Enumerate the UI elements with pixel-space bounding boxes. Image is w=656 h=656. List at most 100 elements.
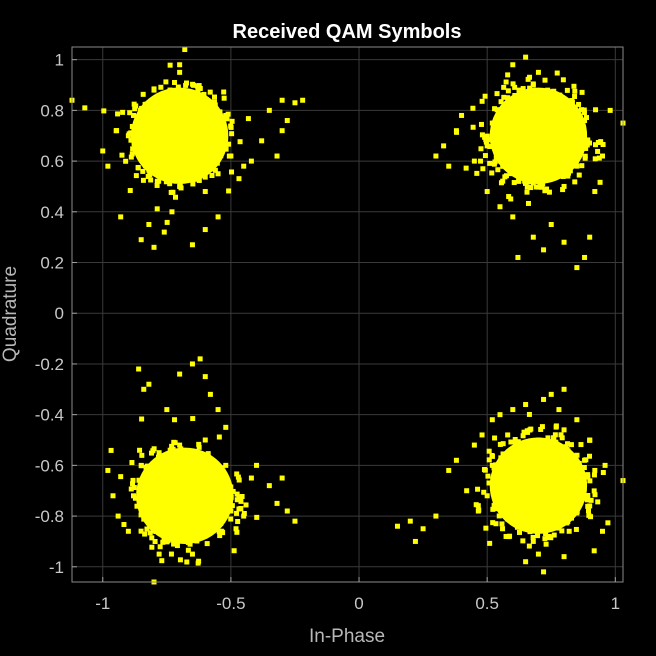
- data-point: [558, 509, 564, 515]
- data-point: [532, 474, 538, 480]
- data-point: [523, 471, 529, 477]
- data-point: [172, 482, 178, 488]
- data-point: [459, 112, 465, 118]
- data-point: [561, 469, 567, 475]
- data-point: [540, 130, 546, 136]
- data-point: [188, 494, 194, 500]
- data-point: [156, 137, 162, 143]
- data-point: [515, 505, 521, 511]
- data-point: [235, 518, 241, 524]
- y-tick-label: 0.2: [40, 254, 64, 273]
- data-point: [524, 480, 530, 486]
- data-point: [543, 450, 549, 456]
- data-point: [553, 423, 559, 429]
- data-point: [548, 96, 554, 102]
- data-point: [164, 498, 170, 504]
- data-point: [556, 92, 562, 98]
- data-point: [516, 178, 522, 184]
- data-point: [279, 97, 285, 103]
- data-point: [164, 489, 170, 495]
- data-point: [158, 84, 164, 90]
- data-point: [204, 517, 210, 523]
- data-point: [562, 125, 568, 131]
- data-point: [560, 97, 566, 103]
- data-point: [522, 489, 528, 495]
- data-point: [522, 92, 528, 98]
- data-point: [189, 242, 195, 248]
- data-point: [164, 147, 170, 153]
- data-point: [569, 140, 575, 146]
- data-point: [528, 185, 534, 191]
- data-point: [292, 518, 298, 524]
- data-point: [538, 426, 544, 432]
- data-point: [497, 136, 503, 142]
- data-point: [190, 130, 196, 136]
- data-point: [523, 402, 529, 408]
- data-point: [200, 522, 206, 528]
- data-point: [166, 463, 172, 469]
- data-point: [202, 374, 208, 380]
- data-point: [149, 469, 155, 475]
- data-point: [241, 163, 247, 169]
- data-point: [142, 479, 148, 485]
- data-point: [519, 118, 525, 124]
- data-point: [202, 129, 208, 135]
- data-point: [196, 493, 202, 499]
- data-point: [141, 139, 147, 145]
- data-point: [172, 150, 178, 156]
- data-point: [138, 528, 144, 534]
- data-point: [515, 522, 521, 528]
- data-point: [540, 516, 546, 522]
- data-point: [208, 112, 214, 118]
- data-point: [195, 560, 201, 566]
- data-point: [510, 62, 516, 68]
- data-point: [572, 492, 578, 498]
- data-point: [284, 118, 290, 124]
- data-point: [505, 95, 511, 101]
- data-point: [212, 114, 218, 120]
- data-point: [200, 172, 206, 178]
- data-point: [144, 143, 150, 149]
- data-point: [561, 427, 567, 433]
- data-point: [185, 539, 191, 545]
- data-point: [549, 145, 555, 151]
- data-point: [198, 519, 204, 525]
- data-point: [204, 514, 210, 520]
- data-point: [168, 163, 174, 169]
- data-point: [516, 507, 522, 513]
- data-point: [176, 517, 182, 523]
- data-point: [538, 507, 544, 513]
- data-point: [562, 488, 568, 494]
- data-point: [181, 512, 187, 518]
- data-point: [585, 492, 591, 498]
- data-point: [533, 121, 539, 127]
- data-point: [567, 127, 573, 133]
- data-point: [572, 94, 578, 100]
- data-point: [186, 118, 192, 124]
- data-point: [568, 512, 574, 518]
- data-point: [559, 504, 565, 510]
- data-point: [481, 489, 487, 495]
- data-point: [570, 479, 576, 485]
- data-point: [137, 126, 143, 132]
- data-point: [239, 494, 245, 500]
- data-point: [118, 474, 124, 480]
- data-point: [558, 494, 564, 500]
- data-point: [558, 140, 564, 146]
- data-point: [151, 506, 157, 512]
- data-point: [128, 130, 134, 136]
- data-point: [498, 455, 504, 461]
- data-point: [243, 502, 249, 508]
- data-point: [160, 112, 166, 118]
- data-point: [549, 148, 555, 154]
- data-point: [198, 115, 204, 121]
- data-point: [174, 525, 180, 531]
- data-point: [543, 136, 549, 142]
- data-point: [180, 474, 186, 480]
- data-point: [596, 155, 602, 161]
- data-point: [595, 148, 601, 154]
- data-point: [564, 152, 570, 158]
- data-point: [151, 526, 157, 532]
- data-point: [188, 97, 194, 103]
- data-point: [196, 177, 202, 183]
